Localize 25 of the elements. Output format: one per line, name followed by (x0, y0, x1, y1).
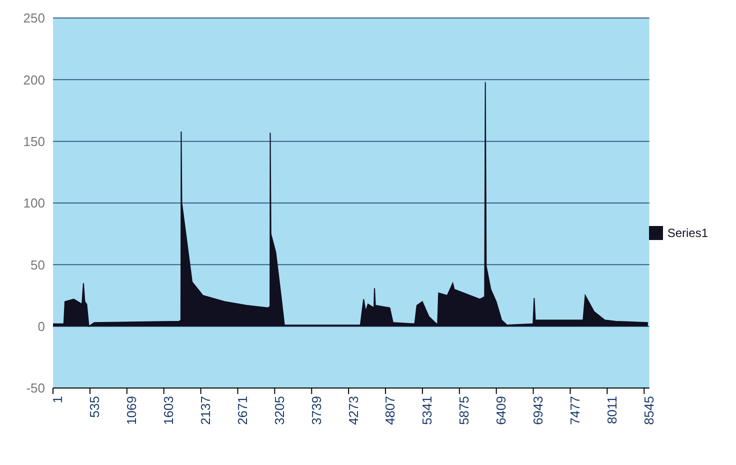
y-tick-label: 50 (30, 257, 45, 272)
x-tick-label: 5875 (456, 396, 472, 425)
x-tick-label: 1069 (124, 396, 140, 425)
x-tick-label: 6409 (494, 396, 509, 425)
x-tick-label: 3739 (308, 396, 324, 425)
y-tick-label: 150 (23, 134, 45, 149)
x-tick-label: 535 (87, 396, 102, 418)
legend-label: Series1 (667, 226, 708, 240)
x-tick-label: 8011 (604, 396, 620, 424)
y-tick-label: 100 (23, 196, 45, 211)
x-tick-label: 3205 (272, 396, 287, 425)
x-tick-label: 1 (50, 396, 66, 404)
y-tick-label: 0 (38, 318, 45, 334)
x-tick-label: 2671 (234, 396, 250, 425)
x-tick-label: 8545 (641, 396, 656, 425)
y-tick-label: -50 (26, 380, 45, 396)
y-tick-label: 200 (23, 72, 45, 88)
x-tick-label: 2137 (198, 396, 214, 425)
x-tick-label: 5341 (420, 396, 435, 425)
x-tick-label: 4807 (382, 396, 398, 425)
x-tick-label: 6943 (530, 396, 546, 425)
x-tick-label: 1603 (161, 396, 176, 425)
y-tick-label: 250 (23, 10, 45, 26)
x-tick-label: 7477 (567, 396, 582, 425)
x-tick-label: 4273 (346, 396, 361, 425)
